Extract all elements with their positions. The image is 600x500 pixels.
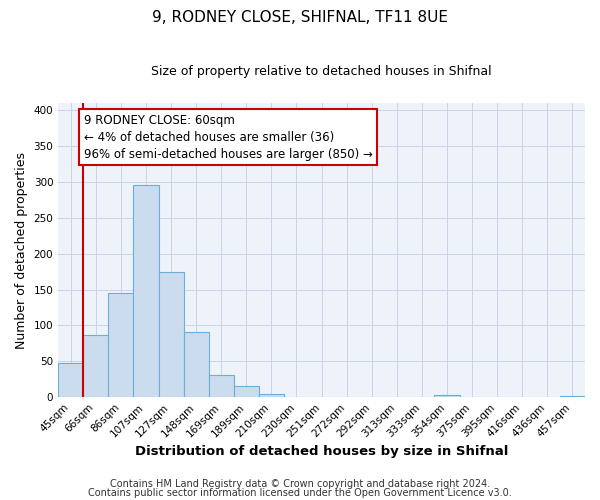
Bar: [83, 334, 109, 397]
Bar: [58, 363, 83, 397]
Text: 9, RODNEY CLOSE, SHIFNAL, TF11 8UE: 9, RODNEY CLOSE, SHIFNAL, TF11 8UE: [152, 10, 448, 25]
Title: Size of property relative to detached houses in Shifnal: Size of property relative to detached ho…: [151, 65, 492, 78]
Bar: [109, 293, 133, 397]
Y-axis label: Number of detached properties: Number of detached properties: [15, 152, 28, 348]
Bar: [133, 184, 158, 397]
Bar: [560, 396, 585, 397]
Bar: [158, 272, 184, 397]
Text: Contains HM Land Registry data © Crown copyright and database right 2024.: Contains HM Land Registry data © Crown c…: [110, 479, 490, 489]
Bar: [209, 375, 234, 397]
Bar: [184, 332, 209, 397]
Bar: [259, 394, 284, 397]
X-axis label: Distribution of detached houses by size in Shifnal: Distribution of detached houses by size …: [135, 444, 508, 458]
Bar: [434, 395, 460, 397]
Bar: [234, 386, 259, 397]
Text: Contains public sector information licensed under the Open Government Licence v3: Contains public sector information licen…: [88, 488, 512, 498]
Text: 9 RODNEY CLOSE: 60sqm
← 4% of detached houses are smaller (36)
96% of semi-detac: 9 RODNEY CLOSE: 60sqm ← 4% of detached h…: [84, 114, 373, 160]
